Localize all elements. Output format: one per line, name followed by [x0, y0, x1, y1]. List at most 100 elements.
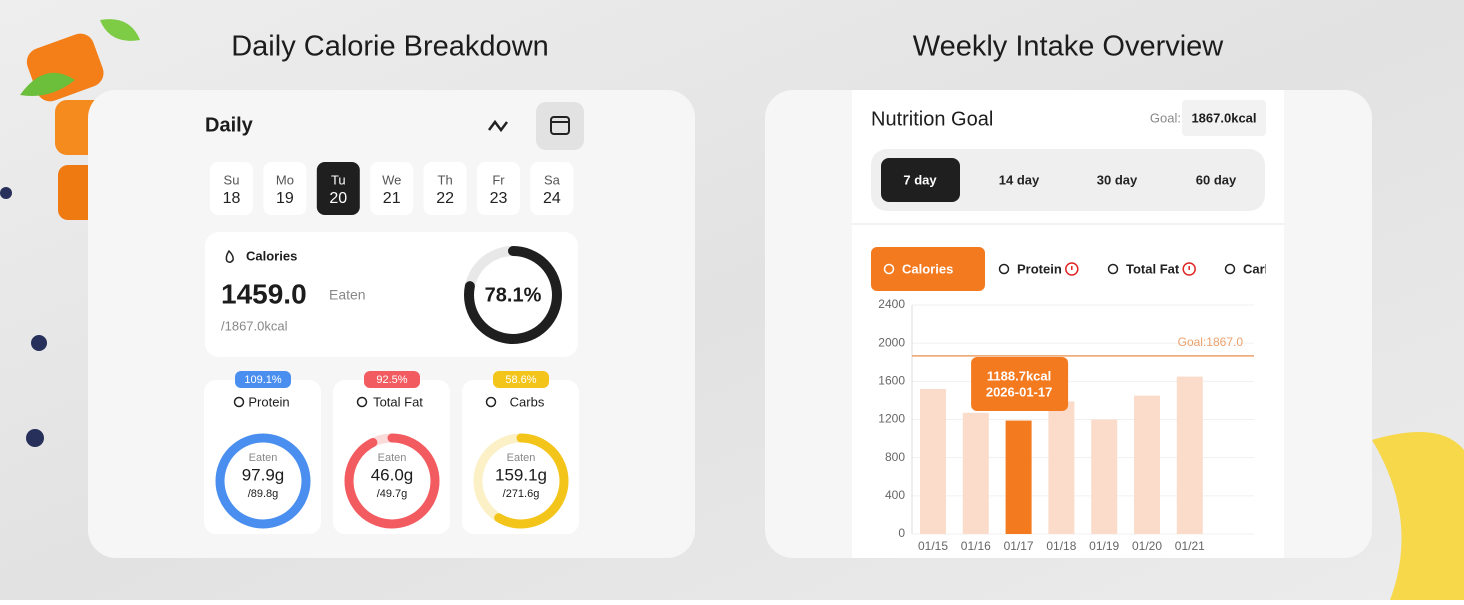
- macro-icon: [233, 396, 245, 408]
- heading: Weekly Intake Overview: [913, 31, 1225, 63]
- y-tick-label: 2400: [878, 297, 905, 311]
- range-selected[interactable]: [881, 158, 960, 202]
- range-option[interactable]: 7 day: [903, 172, 937, 187]
- flame-icon: [225, 249, 234, 264]
- day-pill[interactable]: [530, 162, 574, 215]
- macro-amount: 46.0g: [371, 465, 414, 484]
- tab-selected[interactable]: [871, 247, 985, 291]
- macro-target: /89.8g: [248, 488, 279, 500]
- bar[interactable]: [1005, 420, 1032, 534]
- range-selector: [871, 149, 1265, 211]
- percent-badge-text: 58.6%: [505, 374, 536, 386]
- day-name: Fr: [492, 172, 505, 187]
- range-option[interactable]: 60 day: [1196, 172, 1237, 187]
- macro-card: [333, 380, 450, 534]
- day-pill[interactable]: [477, 162, 520, 215]
- y-tick-label: 1600: [878, 374, 905, 388]
- day-name: Th: [438, 172, 453, 187]
- percent-badge: [364, 371, 420, 388]
- y-tick-label: 400: [885, 488, 905, 502]
- calories-amount: 1459.0: [221, 278, 307, 309]
- goal-box: [1182, 100, 1266, 136]
- goal-value: 1867.0kcal: [1191, 110, 1256, 125]
- day-name: Tu: [331, 172, 346, 187]
- tooltip-value: 1188.7kcal: [987, 368, 1051, 383]
- tab-label[interactable]: Protein: [1017, 261, 1062, 276]
- y-tick-label: 0: [898, 526, 905, 540]
- day-name: We: [382, 172, 401, 187]
- percent-badge: [235, 371, 291, 388]
- calendar-button[interactable]: [536, 102, 584, 150]
- range-option[interactable]: 14 day: [999, 172, 1040, 187]
- range-option[interactable]: 30 day: [1097, 172, 1138, 187]
- y-tick-label: 1200: [878, 412, 905, 426]
- calendar-icon: [550, 116, 570, 135]
- tab-icon: [1107, 263, 1119, 275]
- macro-icon: [356, 396, 368, 408]
- day-date: 18: [223, 190, 241, 207]
- macro-name: Total Fat: [373, 394, 423, 409]
- goal-line-label: Goal:1867.0: [1178, 335, 1244, 349]
- bar[interactable]: [1134, 395, 1160, 534]
- tab-label[interactable]: Carbs: [1243, 261, 1280, 276]
- eaten-label: Eaten: [249, 452, 278, 464]
- eaten-label: Eaten: [329, 287, 366, 303]
- day-date: 20: [329, 190, 347, 207]
- title: Daily: [205, 114, 254, 136]
- x-tick-label: 01/17: [1004, 539, 1034, 553]
- tabs: Calories Protein Total Fat Carbs: [871, 247, 1280, 291]
- macro-target: /49.7g: [377, 488, 408, 500]
- goal-label: Goal:: [1150, 110, 1181, 125]
- percent-badge-text: 92.5%: [376, 374, 407, 386]
- day-pill[interactable]: [316, 162, 360, 215]
- x-tick-label: 01/19: [1089, 539, 1119, 553]
- tab-icon: [1224, 263, 1236, 275]
- day-pill[interactable]: [210, 162, 253, 215]
- percent-badge-text: 109.1%: [244, 374, 282, 386]
- y-tick-label: 800: [885, 450, 905, 464]
- ring-progress: [215, 433, 311, 529]
- day-pill[interactable]: [263, 162, 307, 215]
- warning-icon: [1182, 262, 1196, 276]
- day-date: 19: [276, 190, 294, 207]
- heading: Daily Calorie Breakdown: [231, 31, 549, 63]
- day-name: Su: [224, 172, 240, 187]
- macro-card: [204, 380, 321, 534]
- day-pill[interactable]: [423, 162, 467, 215]
- day-date: 24: [543, 190, 561, 207]
- calories-percent: 78.1%: [485, 284, 542, 306]
- trend-icon[interactable]: [488, 119, 508, 133]
- bar[interactable]: [962, 412, 989, 534]
- tab-label[interactable]: Calories: [902, 261, 953, 276]
- day-date: 22: [436, 190, 454, 207]
- macro-name: Protein: [248, 394, 289, 409]
- macro-amount: 97.9g: [242, 465, 285, 484]
- bar[interactable]: [920, 388, 946, 534]
- calories-target: /1867.0kcal: [221, 318, 288, 333]
- tab-label[interactable]: Total Fat: [1126, 261, 1180, 276]
- macro-icon: [485, 396, 497, 408]
- x-tick-label: 01/21: [1175, 539, 1205, 553]
- macro-target: /271.6g: [503, 488, 540, 500]
- x-tick-label: 01/20: [1132, 539, 1162, 553]
- macro-amount: 159.1g: [495, 465, 547, 484]
- tooltip-date: 2026-01-17: [986, 384, 1053, 399]
- macro-name: Carbs: [510, 394, 545, 409]
- title: Nutrition Goal: [871, 108, 993, 130]
- bar[interactable]: [1176, 376, 1203, 534]
- day-name: Mo: [276, 172, 294, 187]
- ring-progress: [473, 433, 569, 529]
- warning-icon: [1065, 262, 1079, 276]
- x-tick-label: 01/18: [1046, 539, 1076, 553]
- bar[interactable]: [1048, 401, 1075, 534]
- tab-icon: [998, 263, 1010, 275]
- percent-badge: [493, 371, 549, 388]
- day-pill[interactable]: [370, 162, 414, 215]
- eaten-label: Eaten: [378, 452, 407, 464]
- ring-progress: [464, 246, 562, 344]
- x-tick-label: 01/16: [961, 539, 991, 553]
- bar[interactable]: [1091, 419, 1118, 535]
- day-name: Sa: [544, 172, 561, 187]
